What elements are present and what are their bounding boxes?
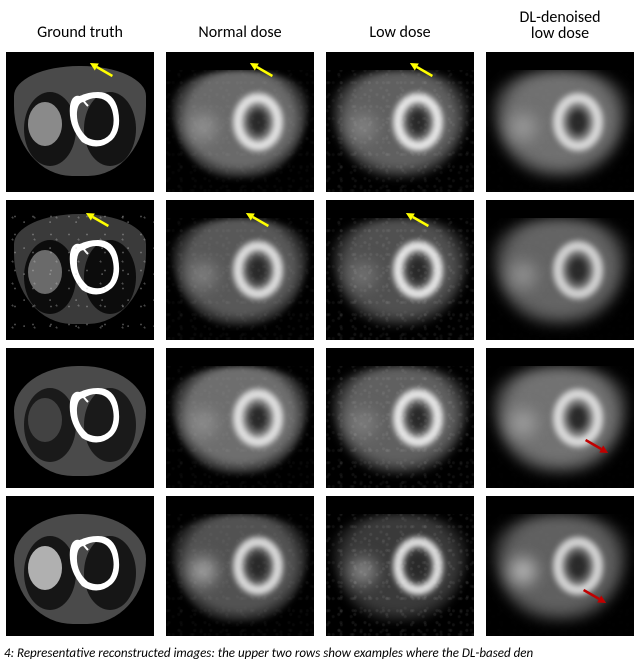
ground-truth-image xyxy=(6,496,154,636)
grid-cell xyxy=(160,344,320,492)
grid-row xyxy=(0,492,640,640)
grid-row xyxy=(0,196,640,344)
dl-denoised-image xyxy=(486,52,634,192)
normal-dose-image xyxy=(166,200,314,340)
grid-cell xyxy=(320,48,480,196)
yellow-arrow-icon xyxy=(87,55,117,85)
image-grid xyxy=(0,48,640,640)
grid-cell xyxy=(480,344,640,492)
grid-cell xyxy=(160,492,320,640)
red-arrow-icon xyxy=(581,431,611,461)
grid-cell xyxy=(480,196,640,344)
grid-cell xyxy=(320,344,480,492)
yellow-arrow-icon xyxy=(83,205,113,235)
grid-row xyxy=(0,48,640,196)
ground-truth-image xyxy=(6,200,154,340)
figure-container: Ground truth Normal dose Low dose DL-den… xyxy=(0,0,640,661)
grid-row xyxy=(0,344,640,492)
grid-cell xyxy=(160,196,320,344)
normal-dose-image xyxy=(166,348,314,488)
dl-denoised-image xyxy=(486,348,634,488)
grid-cell xyxy=(480,492,640,640)
grid-cell xyxy=(0,48,160,196)
grid-cell xyxy=(0,492,160,640)
col-header-dl-denoised: DL-denoisedlow dose xyxy=(480,10,640,42)
grid-cell xyxy=(0,196,160,344)
grid-cell xyxy=(320,196,480,344)
figure-caption: 4: Representative reconstructed images: … xyxy=(0,640,640,661)
col-header-ground-truth: Ground truth xyxy=(0,24,160,42)
low-dose-image xyxy=(326,496,474,636)
normal-dose-image xyxy=(166,496,314,636)
dl-denoised-image xyxy=(486,496,634,636)
low-dose-image xyxy=(326,348,474,488)
yellow-arrow-icon xyxy=(403,205,433,235)
grid-cell xyxy=(160,48,320,196)
ground-truth-image xyxy=(6,52,154,192)
ground-truth-image xyxy=(6,348,154,488)
red-arrow-icon xyxy=(579,581,609,611)
grid-cell xyxy=(320,492,480,640)
normal-dose-image xyxy=(166,52,314,192)
yellow-arrow-icon xyxy=(407,55,437,85)
column-header-row: Ground truth Normal dose Low dose DL-den… xyxy=(0,0,640,48)
dl-denoised-image xyxy=(486,200,634,340)
grid-cell xyxy=(480,48,640,196)
yellow-arrow-icon xyxy=(247,55,277,85)
yellow-arrow-icon xyxy=(243,205,273,235)
grid-cell xyxy=(0,344,160,492)
col-header-low-dose: Low dose xyxy=(320,24,480,42)
col-header-normal-dose: Normal dose xyxy=(160,24,320,42)
low-dose-image xyxy=(326,52,474,192)
low-dose-image xyxy=(326,200,474,340)
